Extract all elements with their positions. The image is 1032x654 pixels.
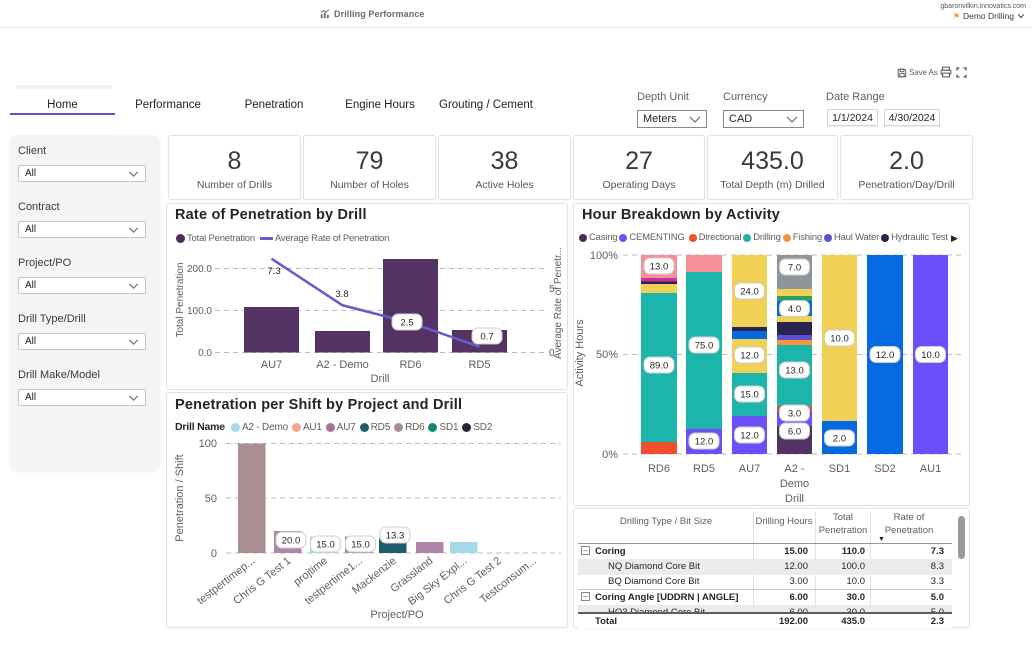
svg-text:Total Penetration: Total Penetration [175,262,186,337]
svg-text:0: 0 [211,548,217,560]
svg-text:12.0: 12.0 [876,350,895,361]
svg-text:10.0: 10.0 [830,334,849,345]
svg-text:50%: 50% [596,349,618,361]
svg-text:RD5: RD5 [693,463,715,475]
svg-text:0.7: 0.7 [480,332,493,343]
svg-text:3.8: 3.8 [335,289,348,300]
svg-text:89.0: 89.0 [650,361,669,372]
svg-text:24.0: 24.0 [740,287,759,298]
svg-text:SD1: SD1 [829,463,850,475]
svg-text:RD5: RD5 [468,359,490,371]
svg-text:Big Sky Expl...: Big Sky Expl... [406,555,469,608]
svg-text:AU7: AU7 [739,463,760,475]
svg-text:5: 5 [549,284,555,295]
svg-text:0.0: 0.0 [198,348,212,359]
svg-text:Project/PO: Project/PO [370,609,424,621]
svg-text:7.0: 7.0 [788,263,801,274]
svg-text:13.3: 13.3 [386,531,405,542]
svg-text:3.0: 3.0 [788,409,801,420]
svg-text:Demo: Demo [780,478,809,490]
svg-text:50: 50 [205,493,217,505]
svg-text:100: 100 [199,438,217,450]
svg-text:15.0: 15.0 [740,390,759,401]
svg-text:15.0: 15.0 [316,540,335,551]
svg-text:Average Rate of Penetr...: Average Rate of Penetr... [553,247,564,359]
svg-text:A2 - Demo: A2 - Demo [316,359,369,371]
svg-text:SD2: SD2 [874,463,895,475]
svg-text:200.0: 200.0 [187,264,212,275]
svg-text:0%: 0% [602,449,618,461]
svg-text:12.0: 12.0 [740,351,759,362]
svg-text:100%: 100% [590,250,618,262]
svg-text:10.0: 10.0 [921,350,940,361]
svg-text:13.0: 13.0 [650,262,669,273]
svg-text:2.0: 2.0 [833,434,846,445]
svg-text:2.5: 2.5 [400,318,413,329]
svg-text:A2 -: A2 - [784,463,805,475]
svg-text:RD6: RD6 [648,463,670,475]
svg-text:AU1: AU1 [920,463,941,475]
svg-text:7.3: 7.3 [267,266,280,277]
svg-text:4.0: 4.0 [788,304,801,315]
svg-text:12.0: 12.0 [695,437,714,448]
svg-text:0: 0 [549,348,555,359]
svg-text:6.0: 6.0 [788,427,801,438]
svg-text:RD6: RD6 [399,359,421,371]
svg-text:Drill: Drill [371,373,390,385]
svg-text:Drill: Drill [785,493,804,505]
svg-text:75.0: 75.0 [695,341,714,352]
svg-text:12.0: 12.0 [740,431,759,442]
svg-text:Penetration / Shift: Penetration / Shift [174,454,186,541]
svg-text:15.0: 15.0 [351,540,370,551]
svg-text:20.0: 20.0 [282,536,301,547]
svg-text:100.0: 100.0 [187,306,212,317]
svg-text:13.0: 13.0 [785,366,804,377]
svg-text:AU7: AU7 [261,359,282,371]
svg-text:Activity Hours: Activity Hours [574,319,586,387]
